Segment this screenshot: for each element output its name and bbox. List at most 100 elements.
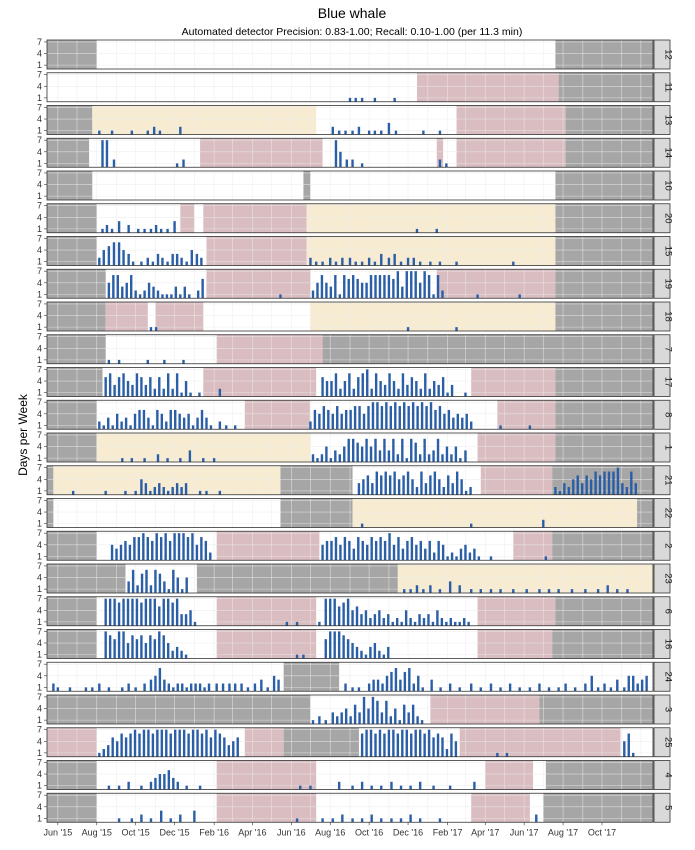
- bar: [341, 257, 344, 266]
- bar: [455, 261, 458, 266]
- bar: [176, 577, 179, 593]
- period-precision_low: [306, 236, 556, 266]
- panel-11: 1 47 11: [37, 70, 674, 103]
- bar: [171, 253, 174, 266]
- bar: [320, 275, 324, 299]
- bar: [434, 409, 437, 430]
- bar: [372, 679, 375, 692]
- y-tick-label: 7: [37, 135, 42, 145]
- bar: [505, 752, 509, 757]
- bar: [365, 438, 368, 462]
- bar: [318, 413, 321, 430]
- bar: [113, 598, 116, 626]
- y-tick-label: 1: [37, 224, 42, 234]
- bar: [379, 537, 382, 561]
- strip: [653, 792, 671, 823]
- bar: [396, 733, 400, 757]
- bar: [535, 814, 538, 823]
- bar: [158, 631, 161, 659]
- bar: [346, 598, 350, 626]
- bar: [191, 729, 195, 757]
- bar: [158, 130, 162, 135]
- bar: [412, 257, 415, 266]
- bar: [325, 540, 329, 561]
- bar: [512, 261, 515, 266]
- bar: [455, 327, 458, 331]
- x-tick-label: Feb '16: [199, 827, 229, 837]
- panel-21: 1 47 21: [37, 463, 674, 496]
- bar: [422, 589, 425, 593]
- bar: [156, 290, 160, 299]
- panel-10: 14 7 10: [37, 168, 674, 201]
- bar: [327, 409, 330, 430]
- bar: [337, 606, 341, 626]
- bar: [424, 373, 427, 397]
- bar: [373, 130, 377, 135]
- strip: [653, 530, 671, 561]
- bar: [468, 552, 472, 561]
- bar: [125, 282, 128, 299]
- bar: [382, 654, 386, 659]
- bar: [356, 278, 359, 299]
- bar: [438, 818, 442, 823]
- bar: [169, 818, 172, 823]
- strip: [653, 72, 671, 103]
- bar: [489, 683, 493, 692]
- bar: [122, 373, 125, 397]
- bar: [129, 425, 132, 430]
- bar: [253, 683, 257, 692]
- period-precision_recall_low: [436, 138, 444, 168]
- bar: [171, 602, 174, 626]
- bar: [117, 359, 121, 364]
- bar: [398, 406, 401, 430]
- bar: [302, 654, 305, 659]
- bar: [333, 598, 336, 626]
- panel-border: [46, 432, 654, 463]
- bar: [149, 377, 152, 397]
- bar: [117, 602, 121, 626]
- bar: [429, 475, 432, 495]
- bar: [149, 490, 152, 495]
- bar: [321, 261, 324, 266]
- bar: [176, 781, 179, 790]
- bar: [158, 377, 161, 397]
- bar: [174, 286, 178, 299]
- bar: [346, 639, 350, 659]
- bar: [393, 97, 396, 102]
- bar: [321, 818, 324, 823]
- y-tick-label: 4: [37, 769, 42, 779]
- period-precision_recall_low: [513, 531, 553, 561]
- bar: [603, 683, 606, 692]
- bar: [318, 621, 321, 626]
- bar: [122, 250, 125, 266]
- strip-label: 14: [663, 147, 674, 158]
- bar: [388, 475, 392, 495]
- strip-label: 8: [663, 412, 674, 417]
- period-no_data: [47, 760, 97, 790]
- panel-border: [46, 661, 654, 692]
- bar: [499, 687, 502, 692]
- bar: [354, 97, 357, 102]
- bar: [351, 643, 354, 659]
- bar: [191, 533, 194, 561]
- bar: [228, 683, 231, 692]
- period-no_data: [196, 564, 398, 593]
- bar: [159, 228, 163, 233]
- bar: [388, 533, 391, 561]
- period-precision_recall_low: [477, 433, 556, 462]
- bar: [165, 294, 169, 299]
- y-tick-label: 1: [37, 650, 42, 660]
- bar: [518, 294, 521, 299]
- bar: [138, 294, 142, 299]
- bar: [446, 392, 449, 397]
- y-tick-label: 7: [37, 659, 42, 669]
- period-no_data: [552, 465, 653, 495]
- bar: [376, 679, 380, 692]
- period-precision_recall_low: [216, 793, 317, 823]
- strip-label: 5: [663, 805, 674, 810]
- bar: [142, 533, 145, 561]
- bar: [144, 483, 148, 495]
- panel-23: 14 7 23: [37, 561, 674, 594]
- y-tick-label: 4: [37, 147, 42, 157]
- bar: [225, 425, 228, 430]
